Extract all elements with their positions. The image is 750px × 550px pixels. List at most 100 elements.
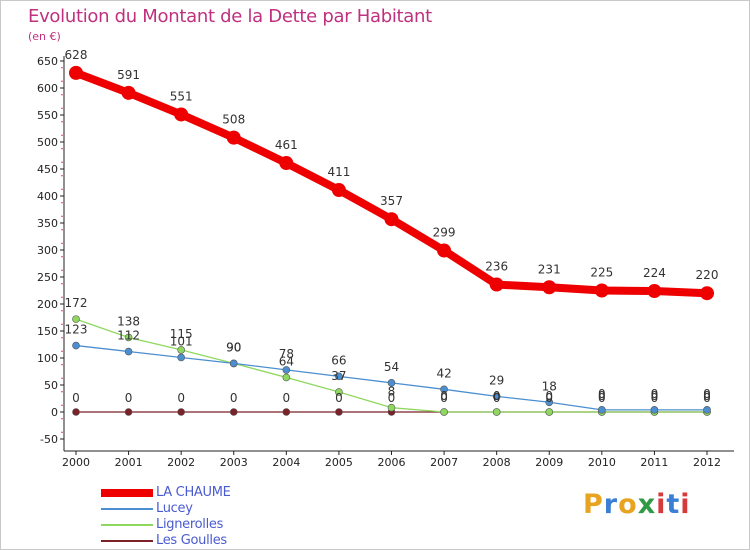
legend-item: Les Goulles xyxy=(101,533,321,549)
data-label: 225 xyxy=(590,266,613,280)
data-label: 0 xyxy=(388,391,396,405)
data-label: 299 xyxy=(433,226,456,240)
data-point xyxy=(545,408,554,416)
data-point xyxy=(650,406,659,414)
data-label: 112 xyxy=(117,329,140,343)
x-tick-label: 2004 xyxy=(272,456,300,469)
x-tick-label: 2002 xyxy=(167,456,195,469)
x-tick-label: 2000 xyxy=(62,456,90,469)
data-point xyxy=(124,347,133,356)
data-label: 0 xyxy=(545,389,553,403)
legend-swatch xyxy=(101,540,153,542)
data-label: 0 xyxy=(598,389,606,403)
axes xyxy=(60,56,734,455)
data-label: 508 xyxy=(222,113,245,127)
series-la-chaume xyxy=(69,65,714,301)
data-point xyxy=(229,408,238,416)
data-point xyxy=(598,406,606,414)
data-label: 0 xyxy=(545,391,553,405)
logo-letter: x xyxy=(637,489,657,520)
legend-item: Lignerolles xyxy=(101,517,321,533)
data-point xyxy=(440,408,448,416)
data-label: 224 xyxy=(643,266,666,280)
data-point xyxy=(226,130,241,145)
data-label: 115 xyxy=(170,327,193,341)
data-point xyxy=(384,212,399,227)
data-label: 0 xyxy=(598,391,606,405)
data-label: 54 xyxy=(384,360,399,374)
data-point xyxy=(177,346,185,354)
data-label: 90 xyxy=(226,340,241,354)
y-tick-label: 150 xyxy=(37,325,58,338)
data-point xyxy=(69,65,83,80)
data-label: 0 xyxy=(230,391,238,405)
series-lucey xyxy=(72,341,711,414)
x-tick-label: 2005 xyxy=(325,456,353,469)
y-tick-label: 50 xyxy=(44,379,58,392)
logo-letter: P xyxy=(583,489,604,520)
y-tick-label: 350 xyxy=(37,217,58,230)
y-tick-label: 200 xyxy=(37,298,58,311)
data-point xyxy=(437,243,452,258)
data-point xyxy=(72,315,80,323)
data-label: 90 xyxy=(226,340,241,354)
y-tick-label: 600 xyxy=(37,82,58,95)
data-label: 42 xyxy=(436,366,451,380)
legend-item: Lucey xyxy=(101,501,321,517)
x-tick-label: 2010 xyxy=(588,456,616,469)
legend-label: Lignerolles xyxy=(156,517,224,532)
x-tick-label: 2006 xyxy=(378,456,406,469)
data-label: 236 xyxy=(485,260,508,274)
data-label: 37 xyxy=(331,369,346,383)
data-point xyxy=(335,388,343,396)
data-point xyxy=(492,408,501,416)
chart-title: Evolution du Montant de la Dette par Hab… xyxy=(28,6,432,27)
data-point xyxy=(331,183,346,198)
legend-item: LA CHAUME xyxy=(101,485,321,501)
data-label: 461 xyxy=(275,138,298,152)
data-label: 138 xyxy=(117,314,140,328)
data-label: 78 xyxy=(279,347,294,361)
y-tick-label: 550 xyxy=(37,109,58,122)
data-point xyxy=(489,277,504,292)
data-point xyxy=(440,385,448,394)
data-point xyxy=(121,85,136,100)
logo-letter: i xyxy=(680,489,691,520)
data-label: 411 xyxy=(327,165,350,179)
data-point xyxy=(700,286,714,301)
y-tick-label: -50 xyxy=(40,433,58,446)
data-label: 8 xyxy=(388,385,396,399)
logo-letter: i xyxy=(656,489,667,520)
series-layer xyxy=(69,65,714,416)
data-label: 0 xyxy=(440,389,448,403)
data-label: 0 xyxy=(651,389,659,403)
data-point xyxy=(647,284,662,299)
x-tick-label: 2008 xyxy=(483,456,511,469)
data-point xyxy=(703,406,711,414)
data-point xyxy=(229,359,238,368)
data-point xyxy=(545,398,554,407)
y-tick-label: 450 xyxy=(37,163,58,176)
legend-label: Lucey xyxy=(156,501,193,516)
series-line xyxy=(74,69,708,298)
data-label: 29 xyxy=(489,373,504,387)
data-point xyxy=(542,280,557,295)
data-point xyxy=(177,353,185,362)
data-label: 628 xyxy=(65,48,88,62)
y-tick-label: 650 xyxy=(37,55,58,68)
data-label: 0 xyxy=(177,391,185,405)
legend-swatch xyxy=(101,489,153,497)
x-tick-label: 2007 xyxy=(430,456,458,469)
data-label: 0 xyxy=(703,391,711,405)
logo-letter: r xyxy=(603,489,619,520)
x-tick-label: 2003 xyxy=(220,456,248,469)
data-point xyxy=(177,408,185,416)
y-tick-label: 500 xyxy=(37,136,58,149)
data-label: 0 xyxy=(598,387,606,401)
x-tick-label: 2001 xyxy=(115,456,143,469)
data-point xyxy=(124,333,133,342)
data-point xyxy=(72,408,80,416)
data-point xyxy=(282,408,291,416)
